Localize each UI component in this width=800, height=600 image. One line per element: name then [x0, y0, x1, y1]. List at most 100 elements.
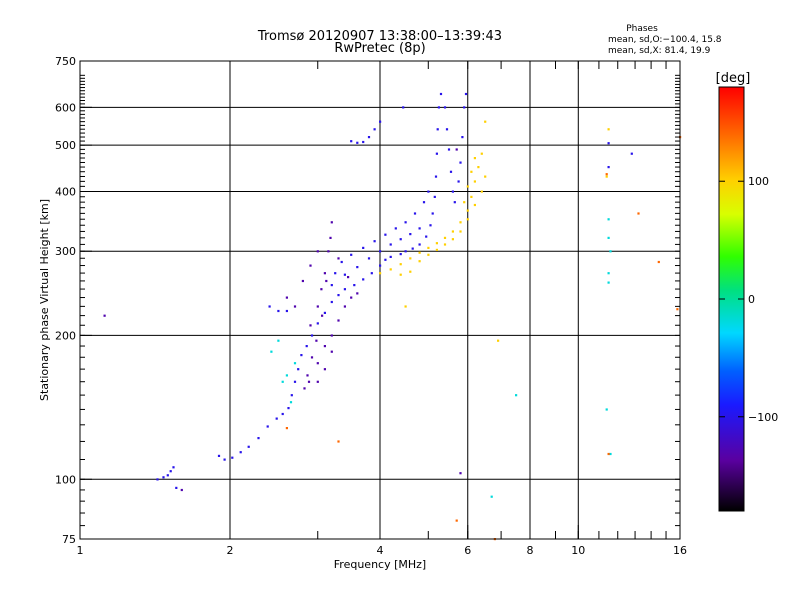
- echo-point: [418, 227, 421, 230]
- colorbar-tick-label: 0: [748, 293, 755, 306]
- echo-point: [231, 456, 234, 459]
- echo-point: [455, 519, 458, 522]
- echo-point: [433, 195, 436, 198]
- echo-point: [473, 180, 476, 183]
- echo-point: [310, 356, 314, 359]
- y-tick-label: 600: [55, 101, 76, 114]
- colorbar-tick-label: −100: [748, 411, 778, 424]
- y-tick-label: 400: [55, 185, 76, 198]
- colorbar: [deg] 100 0 −100: [716, 71, 778, 512]
- echo-point: [297, 368, 300, 371]
- echo-point: [289, 401, 293, 404]
- echo-point: [337, 294, 340, 297]
- echo-point: [277, 309, 280, 313]
- echo-point: [607, 142, 610, 145]
- echo-point: [657, 260, 660, 264]
- echo-point: [275, 417, 278, 420]
- echo-point: [449, 170, 453, 173]
- echo-point: [389, 243, 392, 246]
- echo-point: [637, 212, 640, 215]
- data-points: [103, 92, 682, 541]
- echo-point: [473, 203, 476, 207]
- echo-point: [384, 258, 387, 261]
- echo-point: [247, 445, 250, 448]
- echo-point: [437, 106, 440, 109]
- echo-point: [605, 173, 608, 176]
- echo-point: [435, 242, 438, 245]
- grid: [80, 61, 680, 539]
- echo-point: [325, 279, 328, 283]
- echo-point: [323, 345, 326, 348]
- echo-point: [323, 311, 326, 314]
- echo-point: [630, 152, 633, 155]
- echo-point: [330, 300, 333, 304]
- echo-point: [356, 141, 359, 144]
- echo-point: [162, 476, 165, 479]
- echo-point: [384, 233, 387, 236]
- echo-point: [180, 488, 183, 492]
- echo-point: [402, 106, 405, 109]
- echo-point: [330, 350, 333, 353]
- y-tick-label: 75: [62, 533, 76, 546]
- echo-point: [343, 288, 346, 291]
- echo-point: [480, 152, 483, 155]
- echo-point: [356, 292, 359, 295]
- echo-point: [343, 273, 346, 276]
- echo-point: [293, 305, 297, 308]
- echo-point: [330, 284, 333, 287]
- echo-point: [427, 253, 430, 256]
- echo-point: [270, 350, 273, 353]
- echo-point: [607, 218, 610, 221]
- echo-point: [223, 458, 226, 461]
- echo-point: [323, 272, 326, 275]
- echo-point: [334, 272, 337, 275]
- echo-point: [316, 250, 319, 253]
- echo-point: [330, 334, 333, 337]
- echo-point: [451, 238, 454, 241]
- echo-point: [172, 466, 175, 469]
- echo-point: [379, 272, 382, 275]
- echo-point: [362, 246, 365, 249]
- echo-point: [367, 136, 371, 139]
- echo-point: [362, 278, 365, 281]
- echo-point: [316, 322, 319, 325]
- echo-point: [453, 201, 456, 204]
- echo-point: [306, 374, 309, 377]
- echo-point: [350, 296, 353, 299]
- echo-point: [370, 272, 373, 275]
- echo-point: [451, 230, 454, 233]
- x-tick-label: 16: [673, 544, 687, 557]
- echo-point: [156, 478, 159, 481]
- echo-point: [418, 243, 421, 246]
- echo-point: [305, 345, 308, 348]
- echo-point: [443, 106, 447, 109]
- echo-point: [389, 255, 392, 258]
- echo-point: [277, 339, 280, 342]
- echo-point: [607, 128, 610, 131]
- echo-point: [316, 305, 319, 308]
- echo-point: [445, 128, 449, 131]
- echo-point: [337, 257, 340, 260]
- x-tick-label: 2: [227, 544, 234, 557]
- echo-point: [435, 152, 438, 155]
- phase-stats-x: mean, sd,X: 81.4, 19.9: [608, 46, 711, 56]
- echo-point: [175, 486, 178, 489]
- echo-point: [315, 339, 318, 342]
- echo-point: [293, 380, 297, 383]
- echo-point: [320, 288, 323, 291]
- echo-point: [409, 270, 412, 273]
- echo-point: [459, 221, 462, 224]
- echo-point: [409, 233, 412, 236]
- echo-point: [676, 308, 679, 311]
- y-axis: 75 100 200 300 400 500 600 750: [55, 55, 680, 546]
- echo-point: [323, 368, 326, 371]
- echo-point: [329, 236, 332, 239]
- echo-point: [399, 263, 402, 266]
- echo-point: [337, 319, 340, 322]
- echo-point: [439, 92, 443, 96]
- echo-point: [607, 272, 610, 275]
- echo-point: [466, 218, 469, 221]
- echo-point: [362, 140, 365, 144]
- phase-stats-o: mean, sd,O:−100.4, 15.8: [608, 35, 722, 45]
- echo-point: [166, 474, 169, 477]
